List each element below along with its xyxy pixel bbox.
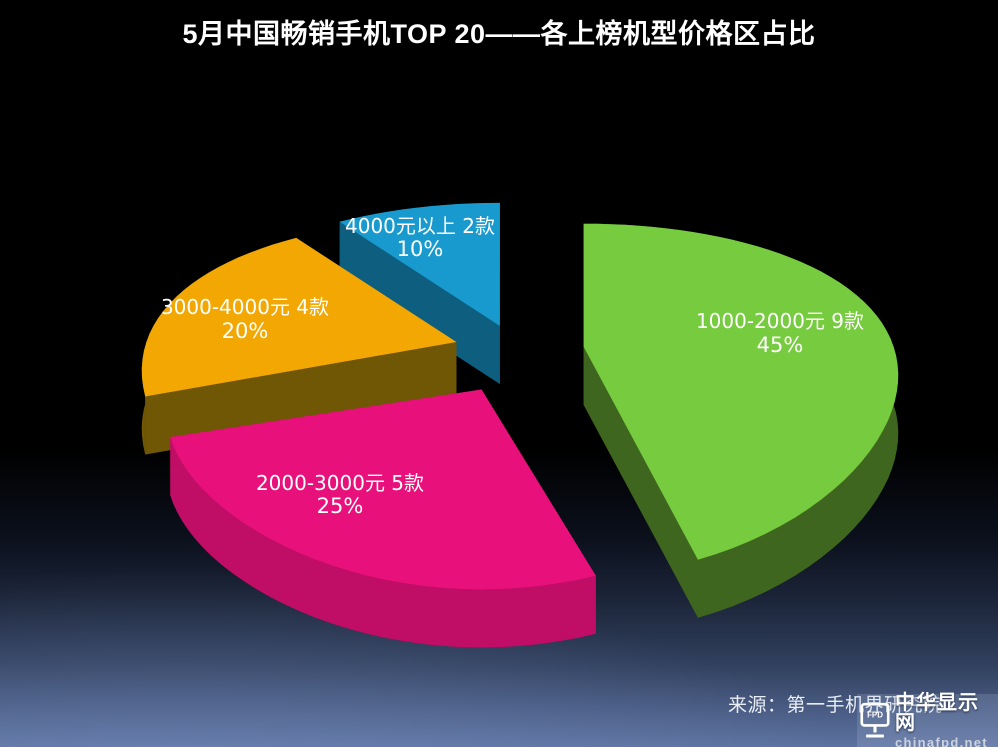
slice-top	[141, 237, 457, 397]
slice-top	[170, 389, 596, 590]
slice-rim	[170, 437, 596, 648]
watermark-site-name: 中华显示网	[895, 691, 979, 734]
slice-top	[583, 223, 899, 560]
watermark-site-url: chinafpd.net	[895, 734, 988, 747]
monitor-icon: FPD	[860, 702, 890, 738]
watermark: FPD 中华显示网 chinafpd.net	[857, 691, 998, 747]
slice-label: 1000-2000元 9款 45%	[696, 309, 864, 357]
monitor-icon-label: FPD	[867, 710, 883, 719]
chart-title: 5月中国畅销手机TOP 20——各上榜机型价格区占比	[182, 19, 816, 49]
slice-top	[339, 202, 500, 326]
slice-label: 4000元以上 2款 10%	[345, 214, 495, 261]
slice-label: 3000-4000元 4款 20%	[161, 295, 329, 343]
slice-wall	[145, 342, 457, 455]
slice-wall	[583, 346, 698, 618]
slice-label: 2000-3000元 5款 25%	[256, 471, 424, 518]
